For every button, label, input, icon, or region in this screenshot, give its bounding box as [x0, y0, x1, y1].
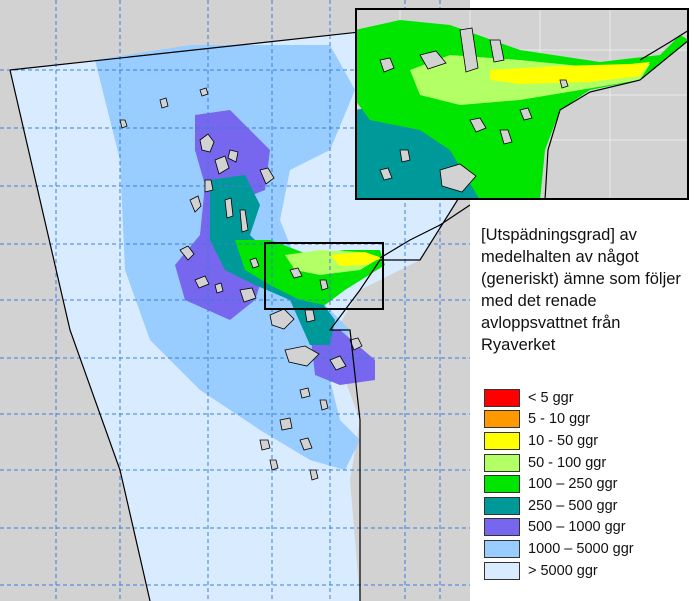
inset-islands: [379, 27, 569, 193]
legend-item: > 5000 ggr: [484, 560, 689, 582]
zone-10-50: [330, 252, 382, 266]
legend-item: 250 – 500 ggr: [484, 495, 689, 517]
legend-label: 5 - 10 ggr: [528, 411, 591, 428]
legend-swatch: [484, 475, 520, 494]
legend-label: 250 – 500 ggr: [528, 497, 618, 514]
legend-item: 1000 – 5000 ggr: [484, 538, 689, 560]
legend-item: 10 - 50 ggr: [484, 430, 689, 452]
legend-swatch: [484, 561, 520, 580]
inset-zone-10-50: [490, 62, 650, 84]
legend-item: < 5 ggr: [484, 387, 689, 409]
legend-item: 50 - 100 ggr: [484, 452, 689, 474]
legend-swatch: [484, 518, 520, 537]
map-caption: [Utspädningsgrad] av medelhalten av någo…: [481, 226, 681, 354]
legend-swatch: [484, 431, 520, 450]
legend-item: 100 – 250 ggr: [484, 473, 689, 495]
legend: < 5 ggr 5 - 10 ggr 10 - 50 ggr 50 - 100 …: [484, 387, 689, 581]
inset-map: [355, 8, 689, 200]
legend-label: 100 – 250 ggr: [528, 476, 618, 493]
legend-swatch: [484, 539, 520, 558]
legend-label: > 5000 ggr: [528, 562, 598, 579]
legend-label: 1000 – 5000 ggr: [528, 540, 634, 557]
legend-swatch: [484, 388, 520, 407]
legend-label: 10 - 50 ggr: [528, 432, 599, 449]
grid-lines: [0, 0, 470, 601]
legend-label: < 5 ggr: [528, 389, 574, 406]
legend-swatch: [484, 453, 520, 472]
river: [379, 204, 470, 259]
legend-item: 5 - 10 ggr: [484, 409, 689, 431]
inset-river: [639, 29, 689, 61]
legend-label: 500 – 1000 ggr: [528, 519, 626, 536]
legend-item: 500 – 1000 ggr: [484, 517, 689, 539]
legend-swatch: [484, 496, 520, 515]
inset-coastline: [544, 39, 689, 200]
legend-swatch: [484, 410, 520, 429]
legend-label: 50 - 100 ggr: [528, 454, 607, 471]
zoom-box: [264, 242, 384, 310]
islands: [119, 87, 363, 481]
